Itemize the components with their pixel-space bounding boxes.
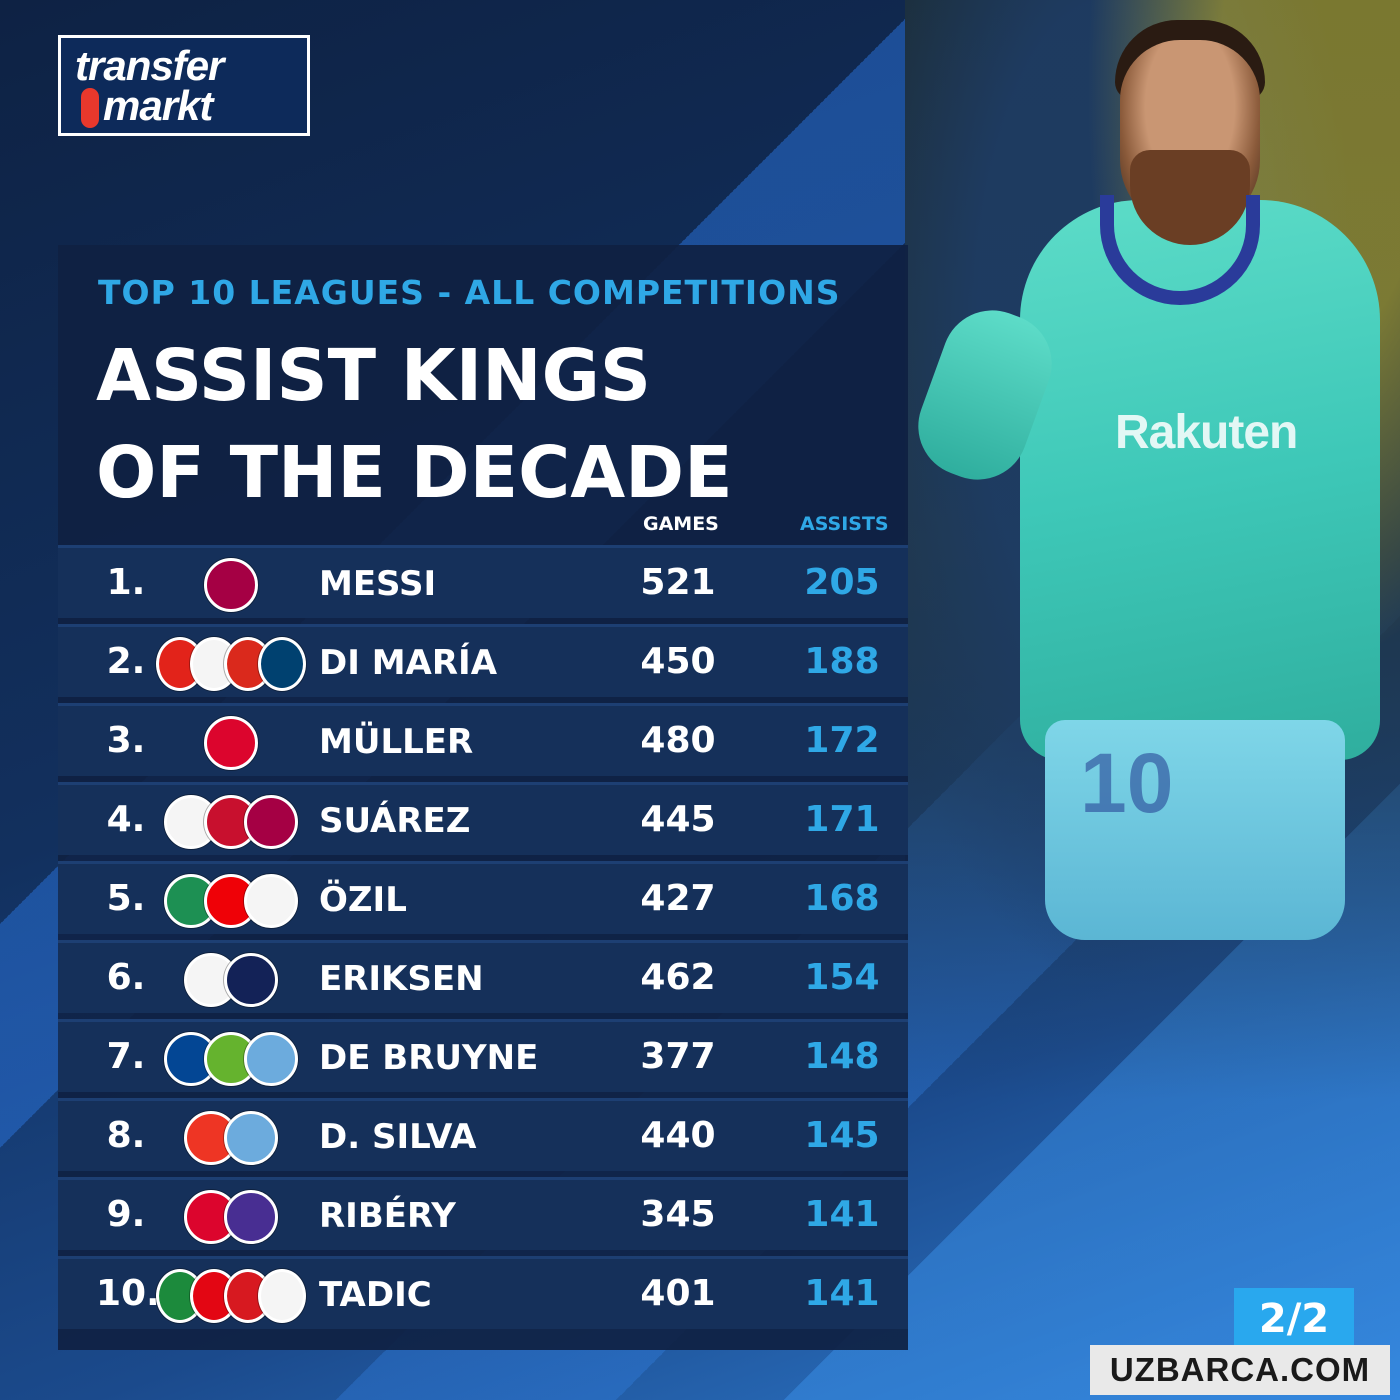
assists-value: 145: [804, 1115, 880, 1156]
rank: 2.: [106, 641, 146, 682]
assists-value: 168: [804, 878, 880, 919]
table-row: 10. TADIC 401 141: [58, 1256, 908, 1329]
club-crests: [156, 1105, 306, 1171]
assists-value: 188: [804, 641, 880, 682]
table-row: 8. D. SILVA 440 145: [58, 1098, 908, 1171]
games-value: 480: [640, 720, 716, 761]
tottenham-crest: [224, 953, 278, 1007]
player-photo: Rakuten 10: [905, 0, 1400, 1100]
player-name: MÜLLER: [319, 722, 474, 762]
player-name: D. SILVA: [319, 1117, 477, 1157]
games-value: 427: [640, 878, 716, 919]
club-crests: [156, 710, 306, 776]
fiorentina-crest: [224, 1190, 278, 1244]
player-shorts: [1045, 720, 1345, 940]
shirt-number: 10: [1080, 736, 1174, 830]
games-value: 445: [640, 799, 716, 840]
player-name: DI MARÍA: [319, 643, 498, 683]
table-row: 5. ÖZIL 427 168: [58, 861, 908, 934]
bayern-crest: [204, 716, 258, 770]
logo-line-1: transfer: [75, 41, 224, 89]
rank: 6.: [106, 957, 146, 998]
psg-crest: [258, 637, 306, 691]
club-crests: [156, 789, 306, 855]
table-row: 9. RIBÉRY 345 141: [58, 1177, 908, 1250]
assists-value: 154: [804, 957, 880, 998]
rank: 9.: [106, 1194, 146, 1235]
logo-figure-icon: [81, 88, 99, 128]
player-name: DE BRUYNE: [319, 1038, 539, 1078]
club-crests: [156, 1026, 306, 1092]
assists-value: 171: [804, 799, 880, 840]
club-crests: [156, 1184, 306, 1250]
rank: 5.: [106, 878, 146, 919]
games-value: 521: [640, 562, 716, 603]
games-value: 401: [640, 1273, 716, 1314]
logo-line-2: markt: [103, 81, 213, 129]
player-name: SUÁREZ: [319, 801, 471, 841]
player-name: ÖZIL: [319, 880, 407, 920]
table-row: 3. MÜLLER 480 172: [58, 703, 908, 776]
table-row: 4. SUÁREZ 445 171: [58, 782, 908, 855]
club-crests: [156, 552, 306, 618]
assists-column-header: ASSISTS: [800, 513, 889, 535]
player-name: MESSI: [319, 564, 437, 604]
assists-value: 148: [804, 1036, 880, 1077]
table-row: 1. MESSI 521 205: [58, 545, 908, 618]
table-row: 2. DI MARÍA 450 188: [58, 624, 908, 697]
assists-value: 141: [804, 1273, 880, 1314]
player-name: ERIKSEN: [319, 959, 484, 999]
real-madrid-crest: [244, 874, 298, 928]
assists-value: 172: [804, 720, 880, 761]
rank: 7.: [106, 1036, 146, 1077]
rank: 10.: [96, 1273, 160, 1314]
ajax-crest: [258, 1269, 306, 1323]
club-crests: [156, 947, 306, 1013]
player-name: TADIC: [319, 1275, 432, 1315]
rank: 8.: [106, 1115, 146, 1156]
assists-value: 205: [804, 562, 880, 603]
club-crests: [156, 1263, 306, 1329]
panel-title: ASSIST KINGS OF THE DECADE: [96, 334, 733, 514]
manchester-city-crest: [244, 1032, 298, 1086]
rank: 4.: [106, 799, 146, 840]
barcelona-crest: [244, 795, 298, 849]
games-value: 462: [640, 957, 716, 998]
panel-subtitle: TOP 10 LEAGUES - ALL COMPETITIONS: [98, 273, 841, 312]
games-value: 440: [640, 1115, 716, 1156]
barcelona-crest: [204, 558, 258, 612]
table-row: 7. DE BRUYNE 377 148: [58, 1019, 908, 1092]
table-row: 6. ERIKSEN 462 154: [58, 940, 908, 1013]
games-value: 377: [640, 1036, 716, 1077]
games-value: 345: [640, 1194, 716, 1235]
page-indicator: 2/2: [1234, 1288, 1354, 1350]
player-name: RIBÉRY: [319, 1196, 456, 1236]
shirt-sponsor: Rakuten: [1115, 406, 1298, 459]
club-crests: [156, 868, 306, 934]
rank: 3.: [106, 720, 146, 761]
ranking-panel: TOP 10 LEAGUES - ALL COMPETITIONS ASSIST…: [58, 245, 908, 1350]
transfermarkt-logo: transfer markt: [58, 35, 310, 136]
assists-value: 141: [804, 1194, 880, 1235]
games-value: 450: [640, 641, 716, 682]
rank: 1.: [106, 562, 146, 603]
games-column-header: GAMES: [643, 513, 719, 535]
site-watermark: UZBARCA.COM: [1090, 1345, 1390, 1395]
manchester-city-crest: [224, 1111, 278, 1165]
club-crests: [156, 631, 306, 697]
